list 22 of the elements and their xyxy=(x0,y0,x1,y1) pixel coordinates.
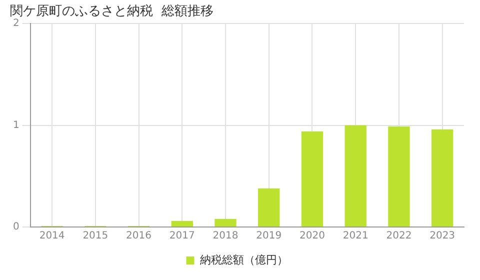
x-tick-label: 2019 xyxy=(256,230,282,242)
bar xyxy=(431,129,454,226)
x-tick-label: 2022 xyxy=(386,230,412,242)
x-tick-label: 2023 xyxy=(430,230,456,242)
chart-title: 関ケ原町のふるさと納税 総額推移 xyxy=(10,4,214,20)
bar xyxy=(301,131,324,226)
bar xyxy=(171,220,193,226)
x-tick-label: 2014 xyxy=(39,230,65,242)
legend-label: 納税総額（億円） xyxy=(200,253,288,266)
x-tick-label: 2021 xyxy=(342,230,368,242)
bar xyxy=(214,218,236,226)
x-tick-label: 2015 xyxy=(82,230,108,242)
x-tick-label: 2016 xyxy=(126,230,152,242)
x-tick-label: 2018 xyxy=(212,230,238,242)
y-tick-label: 0 xyxy=(12,222,20,233)
bar xyxy=(344,125,366,226)
x-tick-label: 2017 xyxy=(169,230,195,242)
bar xyxy=(258,188,280,226)
x-tick-label: 2020 xyxy=(300,230,325,242)
y-tick-label: 2 xyxy=(12,18,20,30)
bar xyxy=(388,126,410,226)
y-tick-label: 1 xyxy=(12,120,20,131)
